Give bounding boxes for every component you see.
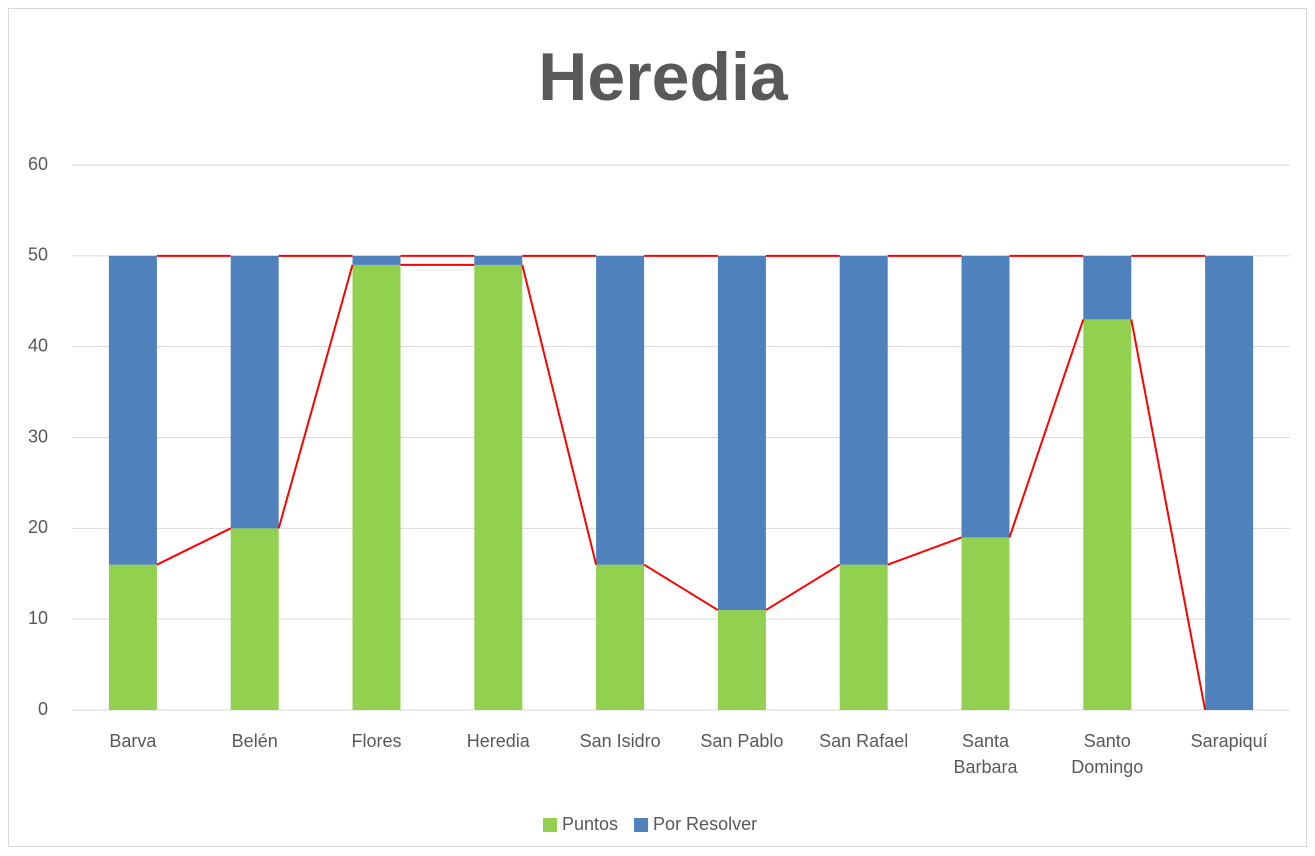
bar-segment	[474, 264, 523, 710]
series-line	[887, 536, 962, 566]
bar-segment	[230, 255, 279, 529]
chart-title: Heredia	[538, 39, 789, 115]
bar-segment	[352, 264, 401, 710]
bar-segment	[961, 537, 1010, 710]
y-tick-label: 10	[28, 608, 48, 628]
legend: Puntos Por Resolver	[543, 814, 757, 834]
x-tick-label: San Rafael	[819, 731, 908, 751]
series-line	[643, 563, 719, 611]
x-tick-label: Barva	[109, 731, 157, 751]
x-tick-label: Sarapiquí	[1191, 731, 1268, 751]
x-tick-label: Santa Barbara	[953, 731, 1018, 777]
series-line	[277, 264, 354, 529]
y-tick-label: 0	[38, 699, 48, 719]
x-tick-label: Heredia	[467, 731, 531, 751]
x-tick-label: Belén	[232, 731, 278, 751]
bar-segment	[839, 564, 888, 710]
x-tick-label: Santo Domingo	[1071, 731, 1143, 777]
series-line	[1130, 319, 1207, 711]
bar-segment	[352, 255, 401, 265]
legend-swatch	[543, 818, 557, 832]
y-tick-label: 20	[28, 517, 48, 537]
bar-segment	[1205, 255, 1254, 711]
bar-segment	[474, 255, 523, 265]
x-tick-label: San Pablo	[700, 731, 783, 751]
legend-label: Por Resolver	[653, 814, 757, 834]
y-tick-label: 50	[28, 245, 48, 265]
bar-segment	[961, 255, 1010, 538]
bar-segment	[839, 255, 888, 565]
y-tick-label: 40	[28, 335, 48, 355]
series-line	[765, 563, 841, 611]
bar-segment	[1083, 255, 1132, 320]
y-tick-label: 30	[28, 426, 48, 446]
y-tick-label: 60	[28, 154, 48, 174]
bar-segment	[108, 255, 157, 565]
legend-label: Puntos	[562, 814, 618, 834]
x-tick-label: San Isidro	[580, 731, 661, 751]
bar-segment	[596, 255, 645, 565]
bar-segment	[717, 610, 766, 710]
legend-swatch	[634, 818, 649, 832]
series-line	[521, 264, 598, 565]
x-tick-label: Flores	[351, 731, 401, 751]
bar-segment	[596, 564, 645, 710]
bar-segment	[1083, 319, 1132, 710]
bar-segment	[230, 528, 279, 710]
series-line	[156, 527, 232, 566]
series-line	[1008, 319, 1085, 538]
bar-segment	[108, 564, 157, 710]
bar-segment	[717, 255, 766, 611]
